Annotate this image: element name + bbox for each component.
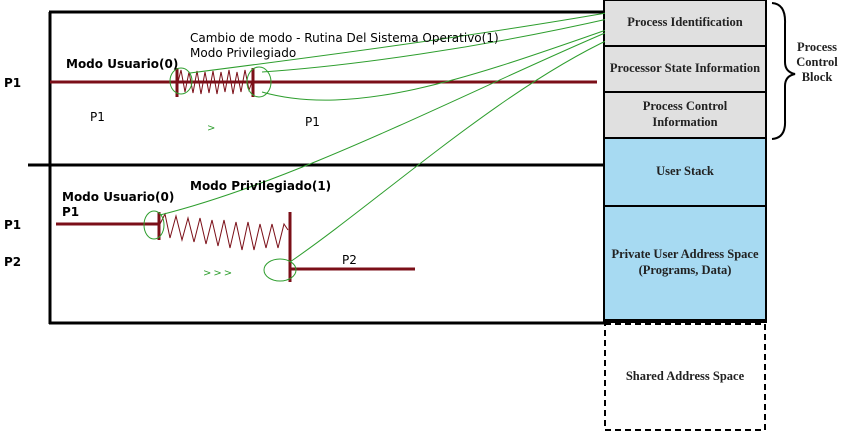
mode-user-label-top: Modo Usuario(0)	[66, 57, 179, 71]
annotation-arrow-top: >	[207, 123, 218, 134]
annotation-link-5	[289, 37, 613, 263]
annotation-loop-1	[169, 67, 193, 95]
mode-privileged-label-top: Modo Privilegiado	[190, 46, 297, 60]
row-label-p2-bottom: P2	[4, 255, 22, 269]
mode-change-label: Cambio de modo - Rutina Del Sistema Oper…	[190, 31, 499, 45]
annotation-arrow-bottom: >>>	[203, 268, 235, 279]
annotation-link-2	[261, 17, 613, 73]
mode-privileged-label-bottom: Modo Privilegiado(1)	[190, 179, 332, 193]
row-label-p1-top: P1	[4, 76, 22, 90]
os-routine-zigzag-top	[177, 69, 253, 95]
os-routine-zigzag-bottom	[159, 212, 289, 251]
annotation-link-4	[159, 29, 613, 216]
pcb-brace	[771, 2, 796, 140]
pcb-processor-state: Processor State Information	[605, 47, 765, 93]
mode-user-label-bottom: Modo Usuario(0)	[62, 190, 175, 204]
annotation-loop-4	[263, 258, 297, 282]
user-stack-region: User Stack	[605, 139, 765, 207]
annotation-link-1	[189, 11, 613, 74]
row-label-p1-bottom: P1	[4, 218, 22, 232]
shared-address-space: Shared Address Space	[606, 325, 764, 429]
private-user-address-space: Private User Address Space (Programs, Da…	[605, 207, 765, 321]
annotation-loop-2	[246, 66, 272, 98]
process-label-p1-left: P1	[90, 110, 105, 124]
annotation-loop-3	[143, 210, 165, 240]
process-label-p1-right: P1	[305, 115, 320, 129]
mode-user-process-bottom: P1	[62, 205, 80, 219]
shared-space-outline	[604, 323, 766, 431]
pcb-process-identification: Process Identification	[605, 1, 765, 47]
pcb-process-control: Process Control Information	[605, 93, 765, 139]
pcb-brace-label: Process Control Block	[796, 40, 838, 84]
process-label-p2: P2	[342, 253, 357, 267]
annotation-link-3	[261, 27, 613, 101]
pcb-outline	[603, 0, 767, 323]
